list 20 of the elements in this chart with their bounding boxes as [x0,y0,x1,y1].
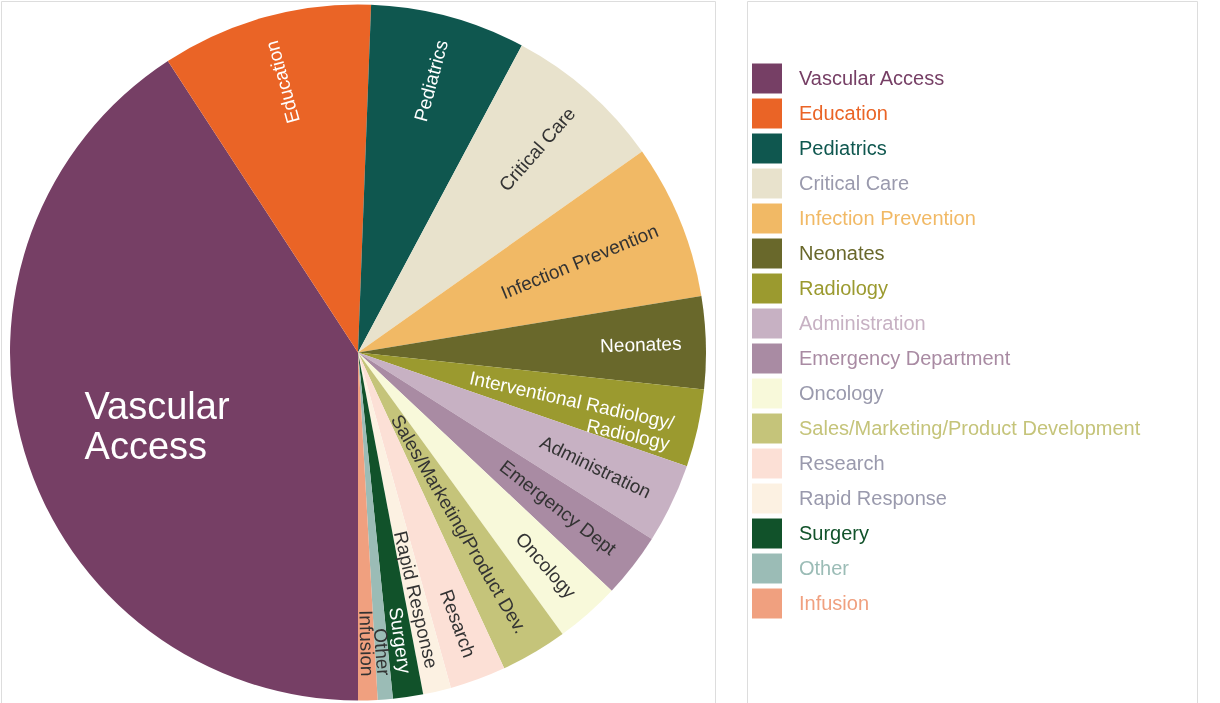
legend-label: Vascular Access [799,66,945,89]
legend-label: Emergency Department [799,346,1011,369]
legend-label: Infusion [799,591,870,614]
legend-label: Other [799,556,850,579]
legend-label: Critical Care [799,171,910,194]
legend-label: Radiology [799,276,888,299]
legend-label: Sales/Marketing/Product Development [799,416,1141,439]
slice-label: Education [261,38,304,126]
legend-label: Research [799,451,885,474]
legend-label: Administration [799,311,926,334]
legend-label: Rapid Response [799,486,947,509]
slice-label: Neonates [599,332,682,357]
legend-label: Neonates [799,241,885,264]
legend-label: Education [799,101,888,124]
legend-label: Pediatrics [799,136,887,159]
pie-slice [167,4,372,353]
legend-label: Surgery [799,521,870,544]
slice-label: Vascular Access [84,384,230,467]
legend-label: Infection Prevention [799,206,976,229]
legend-label: Oncology [799,381,884,404]
